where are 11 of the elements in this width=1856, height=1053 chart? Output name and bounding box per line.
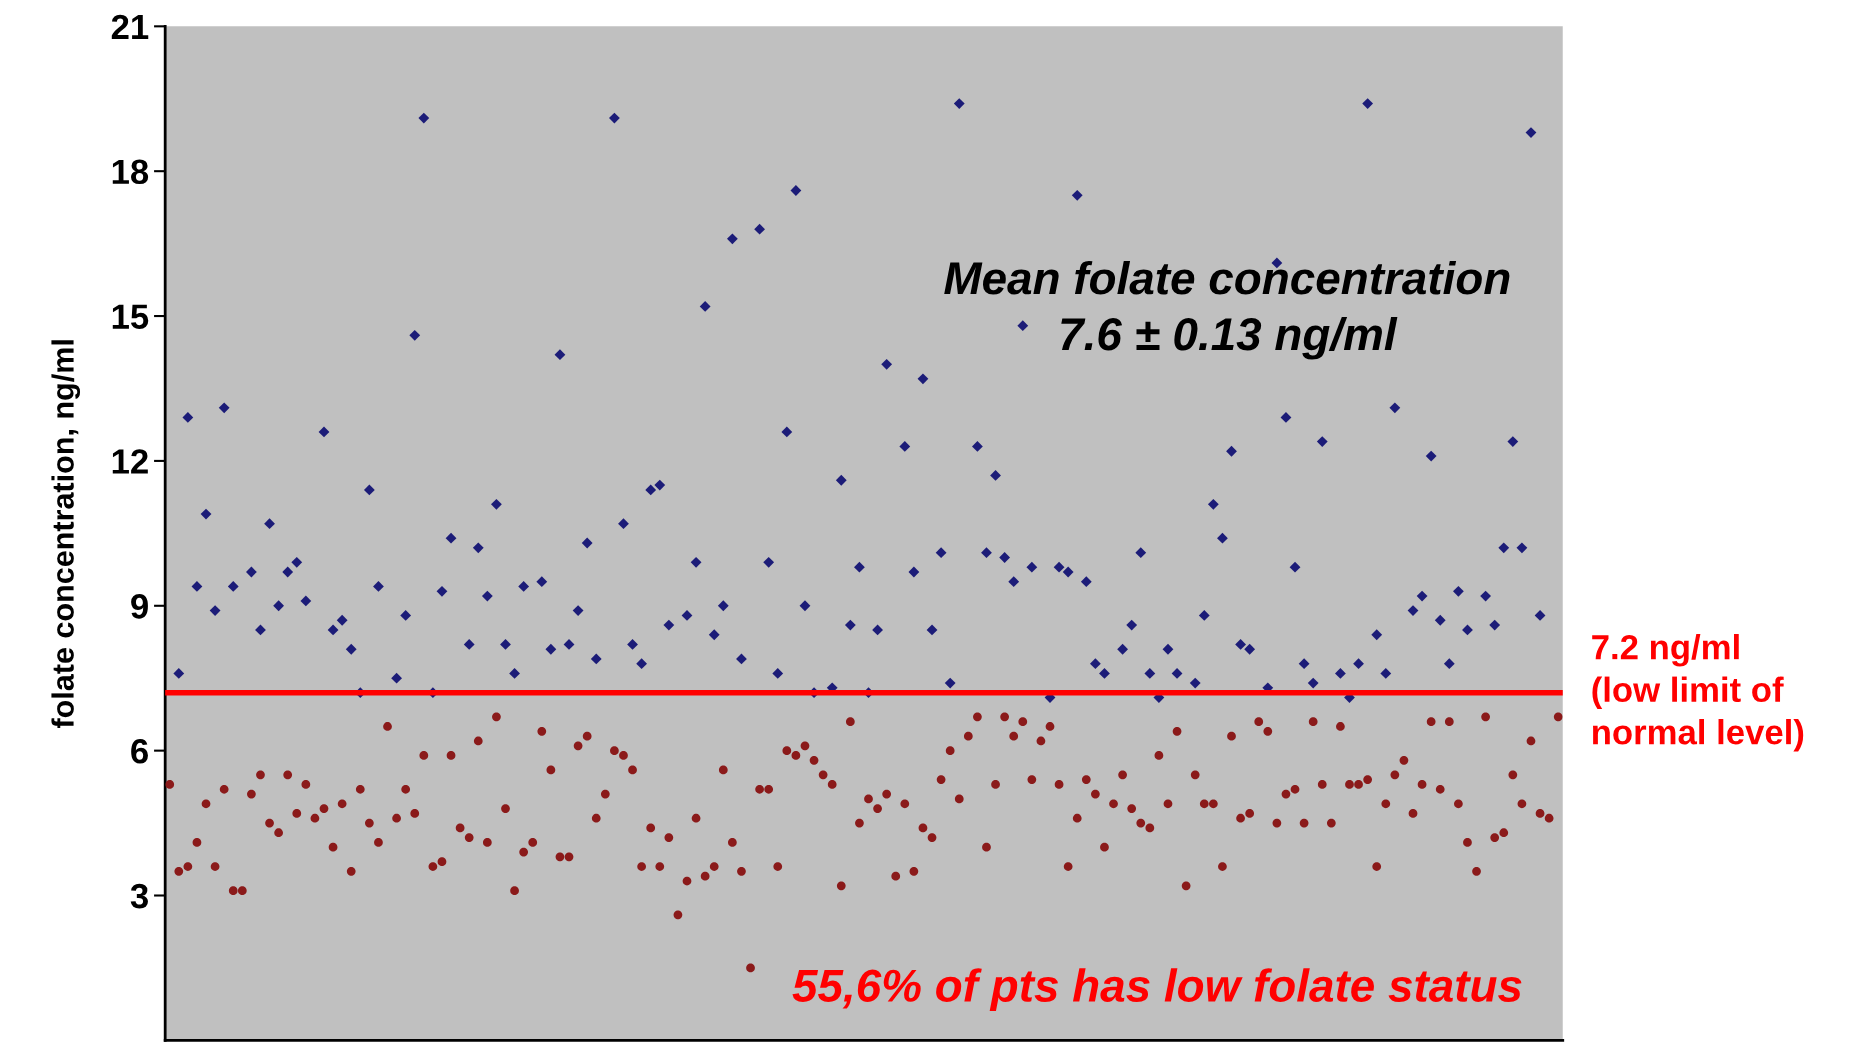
y-tick-label: 3	[130, 883, 148, 909]
y-tick-label: 21	[111, 14, 149, 39]
ref-line-label: 7.2 ng/ml (low limit of normal level)	[1592, 634, 1804, 752]
y-tick-label: 6	[131, 738, 148, 764]
y-tick-label: 15	[112, 304, 149, 329]
y-tick-label: 18	[112, 159, 149, 185]
y-tick-label: 9	[131, 594, 148, 619]
y-tick-label: 12	[112, 449, 148, 474]
annotation: 55,6% of pts has low folate status	[792, 968, 1522, 1012]
annotation: Mean folate concentration 7.6 ± 0.13 ng/ml	[944, 260, 1510, 360]
y-axis-title: folate concentration, ng/ml	[51, 340, 81, 729]
